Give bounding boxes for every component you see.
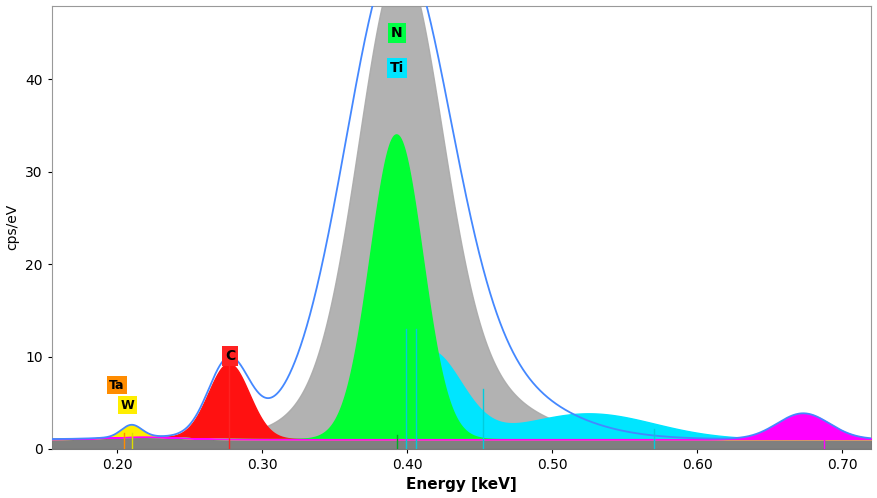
Text: Ta: Ta: [110, 378, 125, 391]
Text: W: W: [120, 399, 134, 412]
Text: C: C: [225, 349, 235, 363]
Y-axis label: cps/eV: cps/eV: [5, 204, 19, 250]
X-axis label: Energy [keV]: Energy [keV]: [406, 478, 517, 493]
Text: N: N: [391, 26, 403, 40]
Text: Ti: Ti: [390, 61, 404, 75]
